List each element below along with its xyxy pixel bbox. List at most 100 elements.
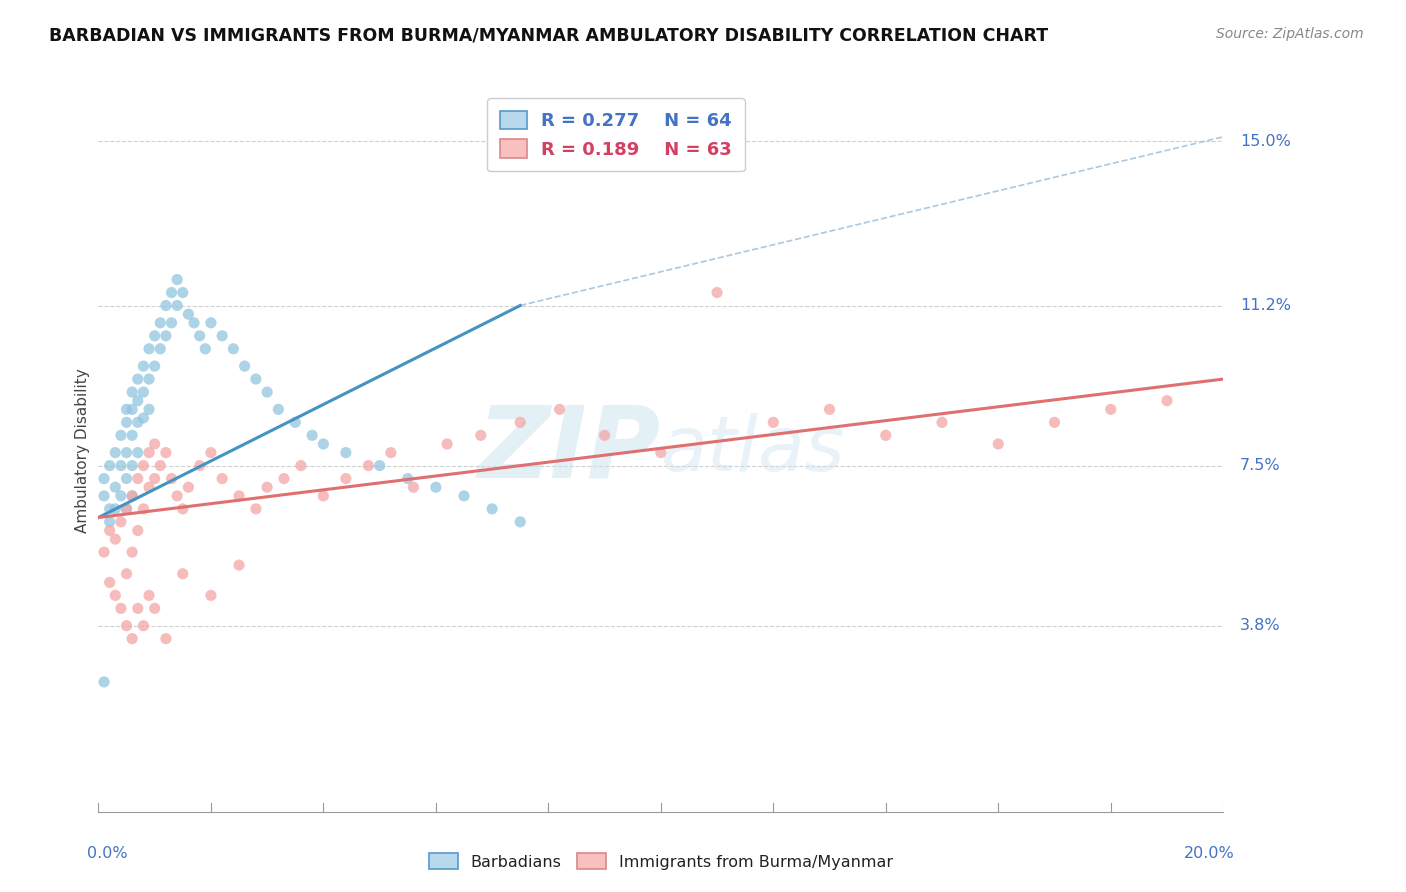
Text: 3.8%: 3.8%	[1240, 618, 1281, 633]
Point	[172, 501, 194, 516]
Point	[115, 402, 138, 417]
Point	[256, 385, 278, 400]
Point	[166, 272, 188, 286]
Point	[1156, 393, 1178, 408]
Point	[211, 328, 233, 343]
Point	[436, 437, 458, 451]
Text: ZIP: ZIP	[478, 402, 661, 499]
Point	[481, 501, 503, 516]
Point	[132, 618, 155, 632]
Point	[1043, 415, 1066, 429]
Point	[548, 402, 571, 417]
Point	[127, 372, 149, 386]
Point	[138, 480, 160, 494]
Point	[104, 532, 127, 546]
Text: 15.0%: 15.0%	[1240, 134, 1291, 149]
Point	[706, 285, 728, 300]
Point	[357, 458, 380, 473]
Point	[121, 489, 143, 503]
Point	[127, 415, 149, 429]
Point	[127, 601, 149, 615]
Point	[115, 472, 138, 486]
Point	[132, 501, 155, 516]
Point	[93, 545, 115, 559]
Point	[200, 588, 222, 602]
Point	[98, 515, 121, 529]
Point	[93, 489, 115, 503]
Point	[115, 415, 138, 429]
Point	[138, 372, 160, 386]
Point	[143, 359, 166, 373]
Text: atlas: atlas	[661, 414, 845, 487]
Point	[98, 524, 121, 538]
Point	[273, 472, 295, 486]
Point	[245, 372, 267, 386]
Legend: Barbadians, Immigrants from Burma/Myanmar: Barbadians, Immigrants from Burma/Myanma…	[422, 847, 900, 876]
Point	[127, 524, 149, 538]
Point	[132, 411, 155, 425]
Point	[143, 601, 166, 615]
Point	[138, 445, 160, 459]
Point	[132, 359, 155, 373]
Point	[121, 402, 143, 417]
Point	[110, 601, 132, 615]
Point	[149, 342, 172, 356]
Point	[166, 299, 188, 313]
Point	[188, 328, 211, 343]
Point	[425, 480, 447, 494]
Point	[155, 445, 177, 459]
Point	[818, 402, 841, 417]
Point	[104, 480, 127, 494]
Point	[143, 472, 166, 486]
Point	[93, 674, 115, 689]
Point	[228, 558, 250, 573]
Point	[183, 316, 205, 330]
Point	[194, 342, 217, 356]
Point	[290, 458, 312, 473]
Point	[127, 472, 149, 486]
Point	[132, 385, 155, 400]
Point	[104, 501, 127, 516]
Y-axis label: Ambulatory Disability: Ambulatory Disability	[75, 368, 90, 533]
Point	[228, 489, 250, 503]
Point	[172, 566, 194, 581]
Point	[160, 472, 183, 486]
Point	[380, 445, 402, 459]
Point	[177, 307, 200, 321]
Text: BARBADIAN VS IMMIGRANTS FROM BURMA/MYANMAR AMBULATORY DISABILITY CORRELATION CHA: BARBADIAN VS IMMIGRANTS FROM BURMA/MYANM…	[49, 27, 1049, 45]
Point	[470, 428, 492, 442]
Point	[188, 458, 211, 473]
Point	[110, 428, 132, 442]
Point	[104, 588, 127, 602]
Point	[132, 458, 155, 473]
Point	[233, 359, 256, 373]
Point	[138, 588, 160, 602]
Point	[115, 445, 138, 459]
Point	[402, 480, 425, 494]
Text: Source: ZipAtlas.com: Source: ZipAtlas.com	[1216, 27, 1364, 41]
Point	[110, 458, 132, 473]
Text: 11.2%: 11.2%	[1240, 298, 1291, 313]
Point	[149, 316, 172, 330]
Point	[200, 316, 222, 330]
Point	[200, 445, 222, 459]
Point	[115, 618, 138, 632]
Point	[396, 472, 419, 486]
Point	[211, 472, 233, 486]
Point	[222, 342, 245, 356]
Point	[312, 437, 335, 451]
Point	[155, 328, 177, 343]
Text: 20.0%: 20.0%	[1184, 847, 1234, 862]
Point	[172, 285, 194, 300]
Point	[115, 501, 138, 516]
Point	[593, 428, 616, 442]
Point	[312, 489, 335, 503]
Point	[155, 632, 177, 646]
Text: 0.0%: 0.0%	[87, 847, 128, 862]
Point	[166, 489, 188, 503]
Point	[98, 575, 121, 590]
Point	[284, 415, 307, 429]
Point	[98, 501, 121, 516]
Point	[1099, 402, 1122, 417]
Point	[121, 428, 143, 442]
